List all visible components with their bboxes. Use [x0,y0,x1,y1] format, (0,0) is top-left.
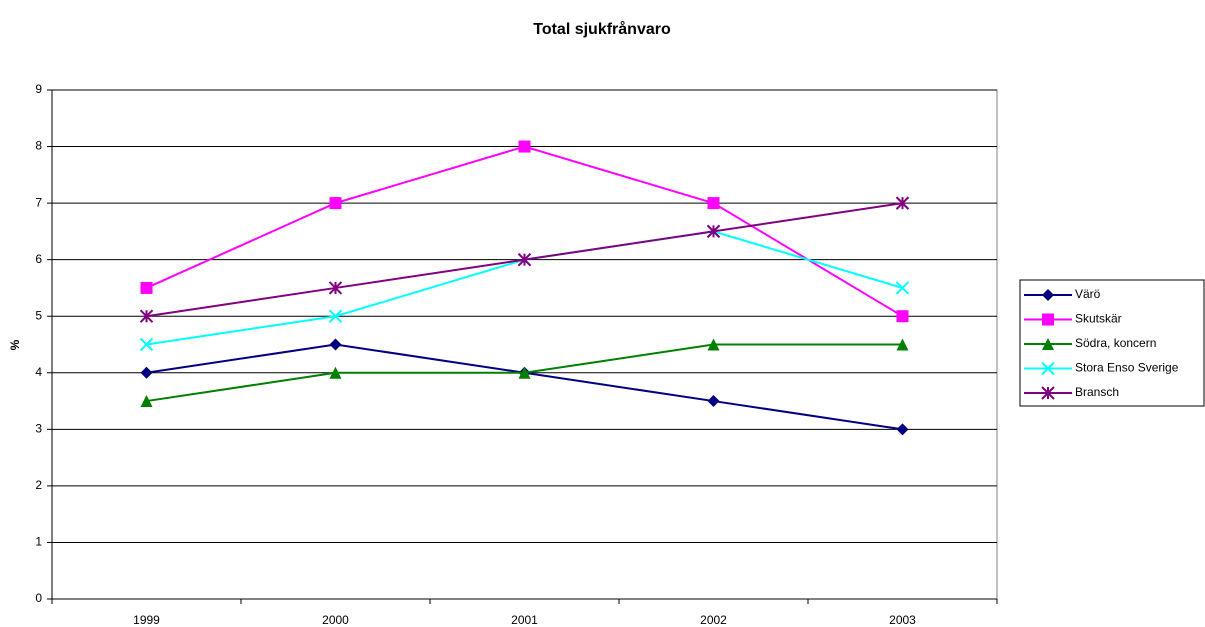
y-tick-label: 4 [35,365,42,379]
x-tick-label: 1999 [133,613,160,627]
marker [139,337,154,352]
marker [895,196,910,210]
legend-marker [1041,361,1055,376]
marker [328,281,343,295]
marker [517,252,532,267]
x-tick-label: 2002 [700,613,727,627]
y-tick-label: 3 [35,422,42,436]
x-tick-label: 2003 [889,613,916,627]
legend-label: Skutskär [1075,312,1122,326]
marker [518,366,531,379]
y-tick-label: 7 [35,195,42,209]
marker [329,197,342,210]
legend-label: Bransch [1075,385,1119,399]
legend-marker [1042,313,1054,326]
x-tick-label: 2000 [322,613,349,627]
marker [140,366,153,379]
marker [707,197,720,210]
y-tick-label: 8 [35,139,42,153]
chart-title: Total sjukfrånvaro [533,20,671,38]
y-tick-label: 1 [35,535,42,549]
legend-label: Södra, koncern [1075,336,1156,350]
marker [140,395,153,408]
marker [896,423,909,436]
marker [329,338,342,351]
y-axis-label: % [8,339,22,350]
marker [707,338,720,351]
y-tick-label: 9 [35,82,42,96]
y-tick-label: 0 [35,591,42,605]
legend-marker [1041,386,1055,400]
legend-label: Stora Enso Sverige [1075,361,1179,375]
y-tick-label: 6 [35,252,42,266]
y-tick-label: 2 [35,478,42,492]
legend-marker [1042,289,1054,301]
series-line [146,343,903,431]
marker [896,338,909,351]
legend-marker [1042,338,1054,350]
marker [140,281,153,294]
marker [706,224,721,239]
marker [707,395,720,408]
marker [328,309,343,323]
y-tick-label: 5 [35,308,42,322]
marker [895,281,910,295]
marker [518,140,531,153]
legend-label: Värö [1075,287,1101,301]
series-line [146,145,904,318]
x-tick-label: 2001 [511,613,538,627]
marker [139,309,154,323]
marker [329,366,342,379]
marker [896,310,909,323]
